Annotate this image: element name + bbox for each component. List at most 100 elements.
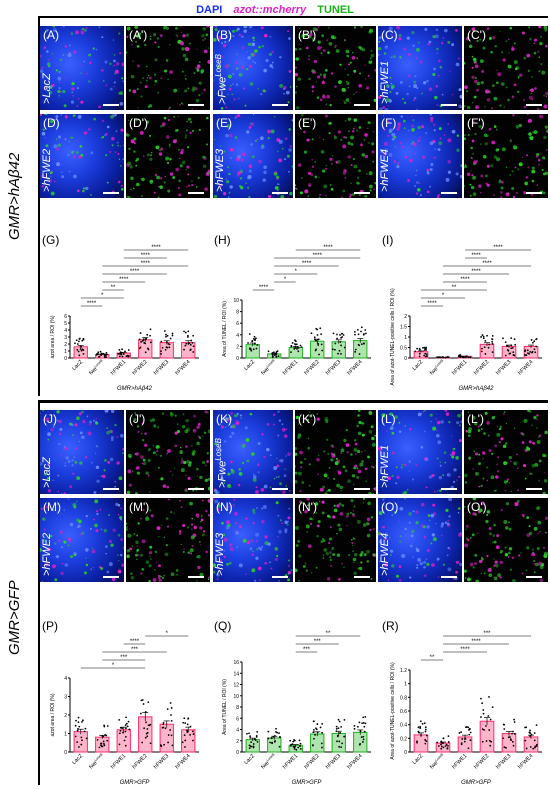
panel-label-split: (C'): [467, 28, 486, 42]
significance-label: ****: [151, 245, 161, 251]
data-point: [343, 346, 346, 349]
data-point: [124, 724, 127, 726]
data-point: [251, 340, 254, 343]
data-point: [161, 346, 164, 349]
significance-label: **: [111, 285, 116, 291]
data-point: [359, 742, 362, 745]
data-point: [187, 330, 190, 333]
data-point: [275, 353, 278, 356]
data-point: [79, 337, 81, 340]
data-point: [524, 354, 526, 356]
scale-bar: [354, 104, 370, 106]
data-point: [103, 724, 106, 727]
data-point: [161, 726, 164, 729]
micrograph-split: [126, 114, 210, 198]
x-axis-label: GMR>GFP: [461, 780, 491, 786]
data-point: [77, 350, 80, 353]
data-point: [425, 353, 428, 355]
data-point: [360, 736, 363, 738]
data-point: [414, 350, 417, 353]
significance-label: ****: [313, 253, 323, 259]
scale-bar: [188, 488, 204, 490]
bar-chart-q: (Q) 0 2 4 6 8 10 12 14 16 Area of TUNEL / ROI (%) L…: [214, 619, 371, 786]
x-tick-label: hFWE2: [473, 753, 490, 770]
data-point: [185, 342, 188, 345]
data-point: [511, 732, 513, 735]
x-tick-label: hFWE4: [517, 753, 534, 770]
panel-label: (N): [216, 500, 233, 514]
data-point: [335, 727, 338, 730]
y-axis-label: azot area / ROI (%): [50, 315, 56, 358]
data-point: [315, 348, 317, 351]
data-point: [491, 338, 494, 341]
data-point: [171, 334, 174, 337]
panel-label-split: (D'): [129, 116, 148, 130]
panel-label-split: (J'): [129, 412, 146, 426]
data-point: [144, 342, 147, 345]
data-point: [276, 350, 279, 352]
data-point: [182, 721, 185, 724]
data-point: [128, 728, 131, 731]
micrograph-split: [464, 410, 548, 494]
data-point: [460, 743, 463, 746]
panel-label: (M): [43, 500, 61, 514]
genotype-label: >hFWE3: [214, 533, 226, 576]
data-point: [79, 348, 82, 350]
x-tick-label: fweLoseB: [260, 752, 278, 770]
data-point: [77, 716, 80, 719]
data-point: [162, 722, 165, 724]
data-point: [419, 727, 422, 730]
micrograph-merged: [378, 498, 462, 582]
data-point: [98, 355, 101, 358]
data-point: [296, 346, 299, 349]
data-point: [184, 739, 187, 742]
data-point: [191, 341, 194, 344]
data-point: [484, 339, 487, 342]
x-tick-label: hFWE1: [110, 753, 127, 770]
scale-bar: [188, 576, 204, 578]
data-point: [122, 353, 125, 356]
significance-label: ****: [471, 269, 481, 275]
bar: [523, 736, 539, 753]
data-point: [184, 344, 187, 347]
data-point: [505, 345, 508, 347]
data-point: [336, 735, 339, 738]
micrograph-merged: [40, 410, 124, 494]
data-point: [120, 353, 123, 356]
y-tick-label: 1.5: [400, 325, 407, 331]
x-tick-label: LacZ: [412, 359, 425, 372]
data-point: [295, 343, 298, 346]
data-point: [164, 727, 167, 730]
data-point: [144, 351, 147, 354]
significance-label: *: [284, 277, 287, 283]
chart-panel-label: (Q): [214, 619, 231, 633]
panel-label-split: (F'): [467, 116, 485, 130]
data-point: [149, 742, 152, 745]
data-point: [169, 337, 172, 340]
data-point: [181, 741, 184, 744]
significance-label: *: [442, 293, 445, 299]
bar: [73, 731, 88, 753]
panel-label-split: (M'): [129, 500, 150, 514]
data-point: [295, 748, 298, 751]
data-point: [145, 338, 148, 340]
data-point: [78, 340, 80, 343]
data-point: [458, 732, 461, 734]
y-tick-label: 0: [404, 750, 407, 756]
genotype-sup: LoseB: [214, 438, 223, 461]
data-point: [321, 731, 324, 734]
genotype-text: >hFWE3: [214, 532, 226, 576]
y-tick-label: 4: [236, 728, 239, 734]
bar: [159, 342, 174, 359]
scale-bar: [272, 192, 288, 194]
y-tick-label: 2: [404, 314, 407, 320]
section-label-abeta: GMR>hAβ42: [6, 152, 23, 240]
y-tick-label: 10: [233, 298, 239, 304]
genotype-label: >hFWE4: [379, 149, 391, 192]
data-point: [81, 719, 84, 722]
genotype-label: >hFWE1: [379, 61, 391, 104]
data-point: [279, 736, 281, 738]
x-tick-label: hFWE1: [282, 359, 299, 376]
data-point: [149, 341, 152, 344]
significance-label: **: [326, 631, 331, 637]
